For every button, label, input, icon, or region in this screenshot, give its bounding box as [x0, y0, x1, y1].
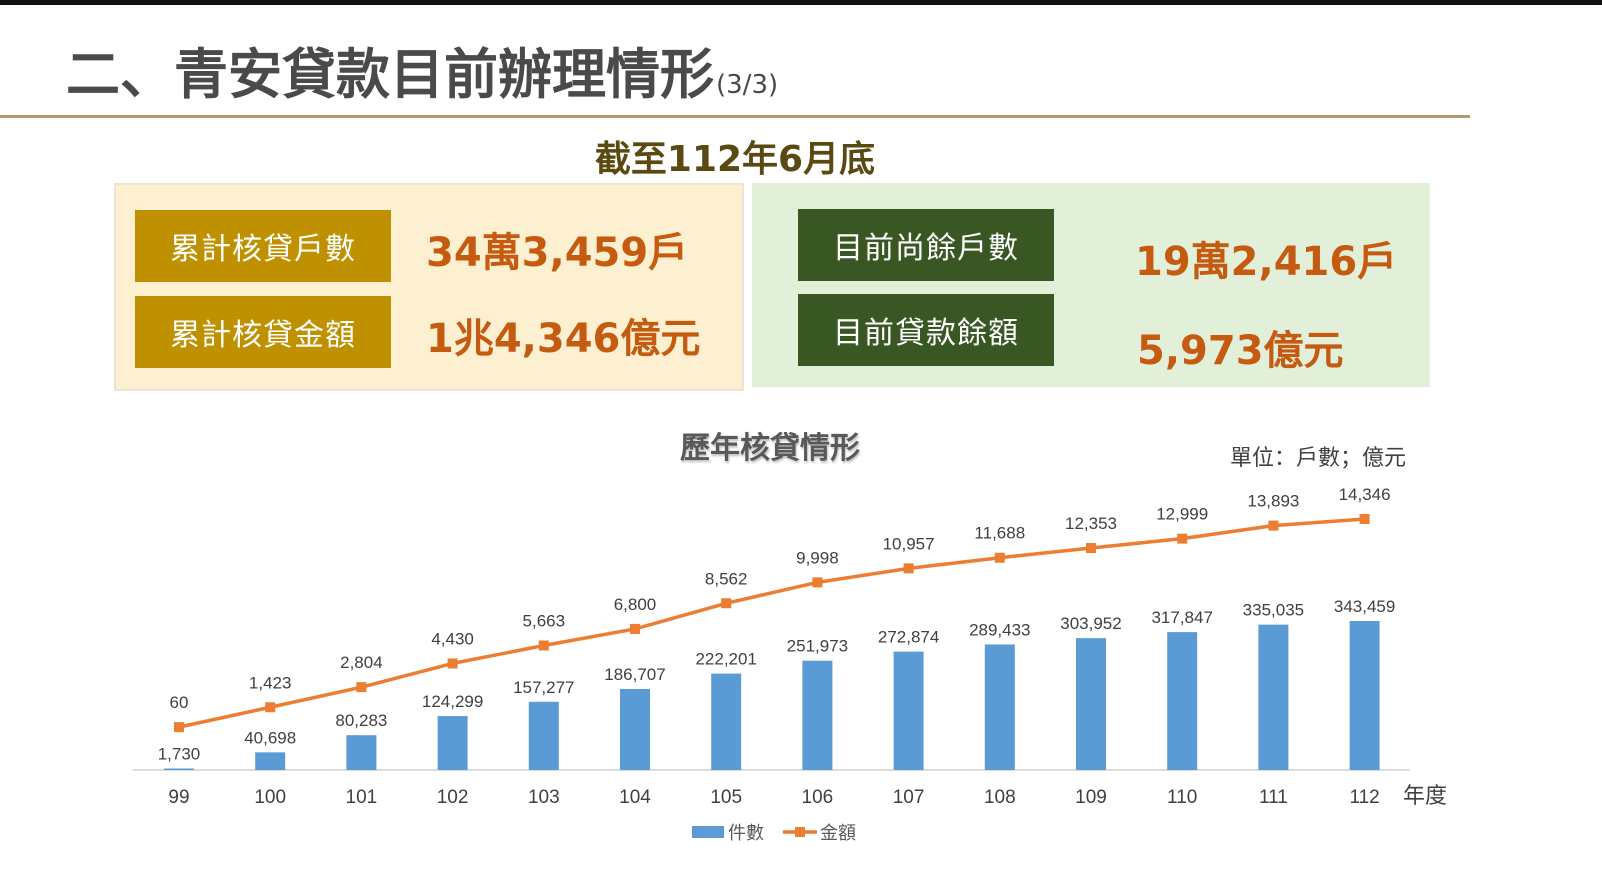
x-tick-101: 101: [346, 787, 378, 808]
x-tick-108: 108: [984, 787, 1016, 808]
x-tick-100: 100: [254, 787, 286, 808]
x-tick-105: 105: [710, 787, 742, 808]
bar-103: [528, 701, 559, 770]
as-of-date: 截至112年6月底: [594, 139, 876, 180]
point-102: [447, 658, 458, 669]
x-tick-112: 112: [1349, 787, 1379, 808]
bar-101: [346, 735, 377, 770]
bar-label-107: 272,874: [878, 628, 939, 647]
remaining-panel: 目前尚餘戶數 19萬2,416戶 目前貸款餘額 5,973億元: [752, 183, 1430, 387]
x-tick-111: 111: [1259, 787, 1288, 808]
line-label-107: 10,957: [883, 534, 935, 553]
bar-label-105: 222,201: [695, 650, 756, 669]
bar-110: [1167, 632, 1198, 770]
point-109: [1086, 543, 1096, 554]
line-label-111: 13,893: [1247, 492, 1299, 511]
legend-line-marker: [795, 827, 805, 837]
line-label-99: 60: [170, 693, 189, 712]
bar-104: [620, 689, 650, 770]
point-110: [1177, 533, 1188, 544]
x-axis-label: 年度: [1403, 783, 1447, 808]
line-label-106: 9,998: [796, 548, 839, 567]
amount-line: [178, 517, 1365, 729]
bar-label-108: 289,433: [969, 620, 1030, 639]
page-title-text: 二、青安貸款目前辦理情形: [66, 43, 714, 106]
point-99: [174, 722, 184, 733]
top-border: [0, 0, 1602, 5]
chart-unit-note: 單位：戶數；億元: [1230, 446, 1407, 471]
line-label-102: 4,430: [431, 629, 474, 648]
point-103: [538, 640, 549, 651]
bar-108: [984, 644, 1015, 770]
x-tick-109: 109: [1075, 787, 1107, 808]
bar-label-101: 80,283: [335, 711, 387, 730]
bar-106: [802, 660, 833, 770]
bar-label-99: 1,730: [158, 745, 201, 764]
bar-label-100: 40,698: [244, 728, 296, 747]
line-label-104: 6,800: [614, 595, 657, 614]
cumulative-amount-label: 累計核貸金額: [135, 296, 391, 368]
bar-label-110: 317,847: [1151, 608, 1212, 627]
chart-title: 歷年核貸情形: [680, 431, 860, 466]
bar-label-109: 303,952: [1060, 614, 1121, 633]
point-101: [356, 682, 367, 693]
title-divider: [0, 115, 1470, 118]
bar-label-111: 335,035: [1243, 601, 1304, 620]
remaining-households-label: 目前尚餘戶數: [798, 209, 1054, 281]
bar-label-112: 343,459: [1334, 597, 1395, 616]
point-112: [1359, 514, 1370, 524]
page-title-suffix: (3/3): [716, 70, 779, 100]
point-107: [903, 563, 914, 574]
x-tick-106: 106: [802, 787, 834, 808]
line-label-105: 8,562: [705, 569, 748, 588]
bar-107: [893, 651, 924, 770]
bar-label-106: 251,973: [787, 637, 848, 656]
bar-100: [255, 752, 286, 770]
legend-bar-label: 件數: [728, 823, 764, 843]
x-tick-104: 104: [619, 787, 651, 808]
legend-bar-swatch: [692, 826, 724, 838]
line-label-112: 14,346: [1339, 485, 1391, 504]
bar-99: [164, 768, 194, 770]
bar-111: [1258, 624, 1289, 770]
x-tick-110: 110: [1167, 787, 1197, 808]
point-106: [812, 577, 823, 588]
x-tick-107: 107: [893, 787, 925, 808]
point-105: [721, 598, 732, 609]
remaining-balance-label: 目前貸款餘額: [798, 294, 1054, 366]
cumulative-panel: 累計核貸戶數 34萬3,459戶 累計核貸金額 1兆4,346億元: [114, 183, 744, 391]
page-title: 二、青安貸款目前辦理情形(3/3): [66, 30, 778, 109]
bar-label-104: 186,707: [604, 665, 665, 684]
bar-102: [437, 716, 468, 770]
bar-112: [1349, 621, 1380, 770]
line-label-109: 12,353: [1065, 514, 1117, 533]
legend-line-label: 金額: [820, 823, 856, 843]
line-label-110: 12,999: [1156, 505, 1208, 524]
line-label-108: 11,688: [974, 524, 1025, 543]
bar-label-103: 157,277: [513, 678, 574, 697]
bar-109: [1076, 638, 1106, 770]
x-tick-102: 102: [437, 787, 469, 808]
cumulative-households-label: 累計核貸戶數: [135, 210, 391, 282]
cumulative-amount-value: 1兆4,346億元: [426, 316, 701, 362]
line-label-103: 5,663: [523, 611, 566, 630]
line-label-101: 2,804: [340, 653, 383, 672]
bar-105: [711, 673, 742, 770]
point-104: [630, 623, 640, 634]
line-label-100: 1,423: [249, 673, 292, 692]
cumulative-households-value: 34萬3,459戶: [426, 230, 689, 276]
point-100: [265, 702, 276, 713]
point-111: [1268, 520, 1279, 531]
bar-label-102: 124,299: [422, 692, 483, 711]
remaining-balance-value: 5,973億元: [1137, 328, 1344, 374]
x-tick-103: 103: [528, 787, 560, 808]
point-108: [994, 552, 1005, 563]
x-tick-99: 99: [168, 787, 189, 808]
remaining-households-value: 19萬2,416戶: [1135, 239, 1398, 285]
